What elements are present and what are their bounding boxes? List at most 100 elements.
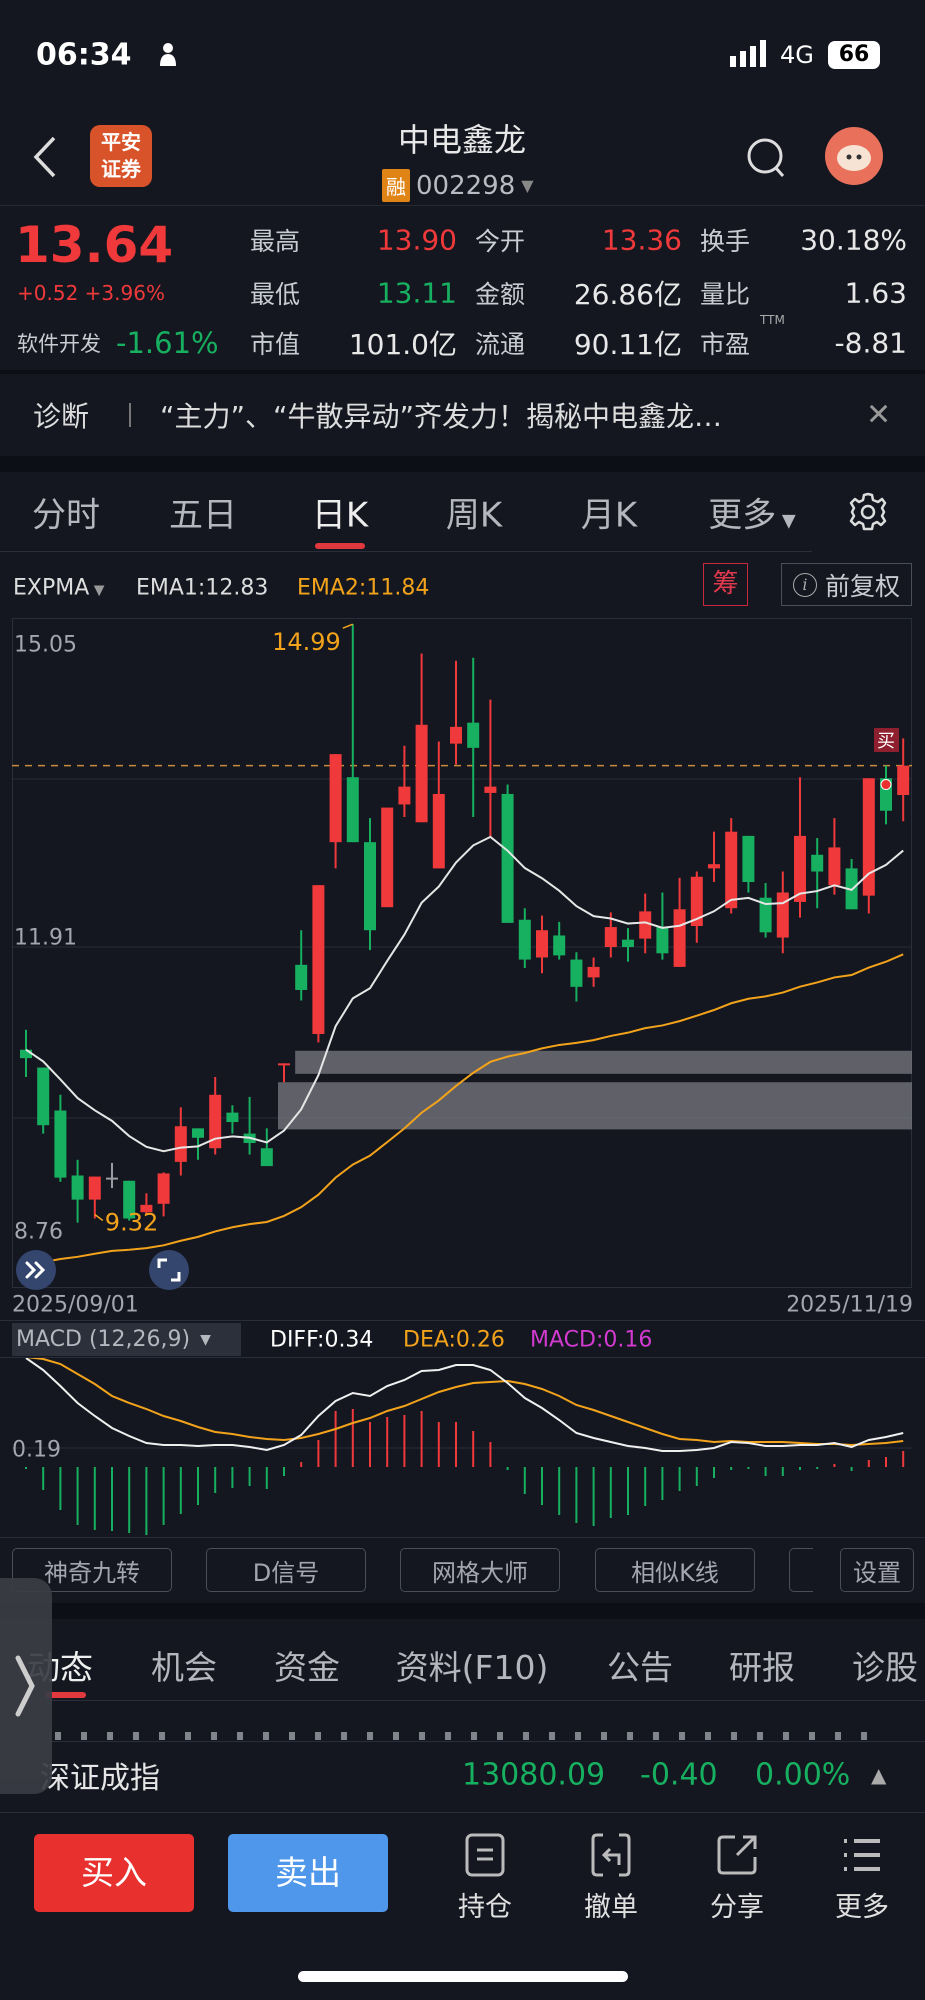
candle-body — [587, 966, 600, 978]
more-button[interactable]: 更多 — [817, 1833, 907, 1924]
candle-body — [398, 786, 411, 805]
candle-body — [295, 964, 308, 990]
tab-daily-k[interactable]: 日K — [311, 495, 369, 536]
more-tool-button[interactable] — [789, 1548, 813, 1592]
candle-body — [415, 724, 428, 823]
menu-icon — [844, 1839, 880, 1871]
x-axis-start-date: 2025/09/01 — [12, 1292, 139, 1318]
macd-selector[interactable]: MACD (12,26,9) ▼ — [12, 1323, 241, 1356]
candle-body — [570, 959, 583, 987]
index-name[interactable]: 深证成指 — [40, 1761, 160, 1796]
candle-body — [742, 835, 755, 883]
positions-button[interactable]: 持仓 — [440, 1833, 530, 1924]
stat-label: 最低 — [250, 280, 301, 309]
stat-label: 市值 — [250, 330, 301, 359]
sell-button[interactable]: 卖出 — [228, 1834, 388, 1912]
tab-diagnose[interactable]: 诊股 — [852, 1648, 918, 1687]
document-icon — [465, 1833, 505, 1877]
candle-body — [329, 754, 342, 843]
tab-intraday[interactable]: 分时 — [32, 495, 100, 536]
stat-label: 今开 — [475, 227, 526, 256]
assistant-avatar[interactable] — [825, 127, 883, 185]
diagnosis-bar[interactable]: 诊断 “主力”、“牛散异动”齐发力！揭秘中电鑫龙… ✕ — [0, 374, 925, 456]
candle-body — [346, 777, 359, 843]
macd-y-label: 0.19 — [12, 1437, 61, 1463]
candle-body — [312, 885, 325, 1035]
chip-distribution-button[interactable]: 筹 — [703, 563, 748, 606]
macd-chart[interactable] — [0, 1358, 925, 1538]
double-chevron-right-icon — [25, 1261, 46, 1279]
person-icon — [160, 42, 176, 70]
back-button[interactable] — [30, 135, 60, 183]
settings-button[interactable]: 设置 — [840, 1548, 914, 1592]
candle-body — [123, 1180, 136, 1219]
candle-body — [690, 876, 703, 927]
buy-signal-badge — [874, 728, 899, 752]
signal-icon — [730, 40, 770, 72]
ema1-line — [25, 835, 904, 1153]
sector-name[interactable]: 软件开发 — [17, 332, 101, 356]
tab-research[interactable]: 研报 — [729, 1648, 795, 1687]
battery-icon: 66 — [828, 41, 880, 69]
index-change-pct: 0.00% — [755, 1757, 851, 1793]
network-type: 4G — [780, 41, 814, 69]
index-value: 13080.09 — [462, 1757, 606, 1793]
tab-monthly-k[interactable]: 月K — [580, 495, 638, 536]
candle-body — [639, 911, 652, 939]
tab-announcements[interactable]: 公告 — [607, 1648, 673, 1687]
fullscreen-button[interactable] — [149, 1250, 189, 1290]
active-tab-indicator — [315, 543, 365, 549]
candle-body — [381, 807, 394, 908]
stock-code-selector[interactable]: 融 002298 ▼ — [382, 169, 534, 202]
gear-icon[interactable] — [847, 491, 889, 537]
macd-diff: DIFF:0.34 — [270, 1327, 374, 1353]
active-tab-indicator — [45, 1692, 86, 1698]
dea-line — [25, 1358, 904, 1447]
similar-kline-button[interactable]: 相似K线 — [595, 1548, 755, 1592]
candle-body — [278, 1063, 290, 1066]
tab-five-day[interactable]: 五日 — [169, 495, 237, 536]
close-icon[interactable]: ✕ — [866, 397, 892, 433]
buy-button[interactable]: 买入 — [34, 1834, 194, 1912]
stat-value: 13.11 — [376, 276, 457, 310]
kline-chart[interactable] — [12, 618, 912, 1288]
side-drawer-handle[interactable] — [0, 1578, 52, 1794]
chevron-right-icon — [15, 1655, 35, 1717]
expand-left-button[interactable] — [16, 1250, 56, 1290]
tab-opportunity[interactable]: 机会 — [151, 1648, 217, 1687]
candle-body — [862, 778, 875, 896]
share-button[interactable]: 分享 — [692, 1833, 782, 1924]
candle-body — [209, 1094, 222, 1149]
stat-label: 市盈 — [700, 330, 751, 359]
candle-body — [501, 793, 514, 923]
diff-line — [25, 1358, 904, 1452]
tab-f10[interactable]: 资料(F10) — [395, 1648, 549, 1687]
candle-body — [708, 864, 720, 869]
indicator-selector[interactable]: EXPMA ▼ — [13, 575, 105, 601]
candle-body — [174, 1126, 187, 1162]
grid-master-button[interactable]: 网格大师 — [400, 1548, 560, 1592]
tab-more[interactable]: 更多 ▼ — [708, 495, 796, 536]
diagnosis-headline[interactable]: “主力”、“牛散异动”齐发力！揭秘中电鑫龙… — [160, 400, 723, 433]
d-signal-button[interactable]: D信号 — [206, 1548, 366, 1592]
index-change: -0.40 — [640, 1757, 718, 1793]
broker-logo[interactable]: 平安证券 — [90, 125, 152, 187]
expand-up-icon[interactable]: ▲ — [871, 1763, 887, 1787]
price-adjust-button[interactable]: i 前复权 — [781, 563, 912, 606]
stat-value: 90.11亿 — [573, 328, 682, 361]
news-headline-clipped[interactable] — [55, 1732, 875, 1740]
magic-nine-button[interactable]: 神奇九转 — [12, 1548, 172, 1592]
stat-label: 最高 — [250, 227, 301, 256]
stat-label: 换手 — [700, 227, 751, 256]
buy-signal-label: 买 — [877, 731, 895, 752]
kline-chart-canvas: 14.99 9.32 买 — [12, 623, 912, 1269]
y-axis-label-mid: 11.91 — [14, 925, 77, 951]
support-zone — [295, 1050, 912, 1074]
tab-weekly-k[interactable]: 周K — [445, 495, 503, 536]
diagnosis-label: 诊断 — [33, 400, 90, 433]
tab-capital[interactable]: 资金 — [274, 1648, 340, 1687]
cancel-order-button[interactable]: 撤单 — [566, 1833, 656, 1924]
candle-body — [467, 722, 480, 748]
chevron-down-icon: ▼ — [776, 510, 796, 532]
search-icon[interactable] — [745, 136, 787, 184]
